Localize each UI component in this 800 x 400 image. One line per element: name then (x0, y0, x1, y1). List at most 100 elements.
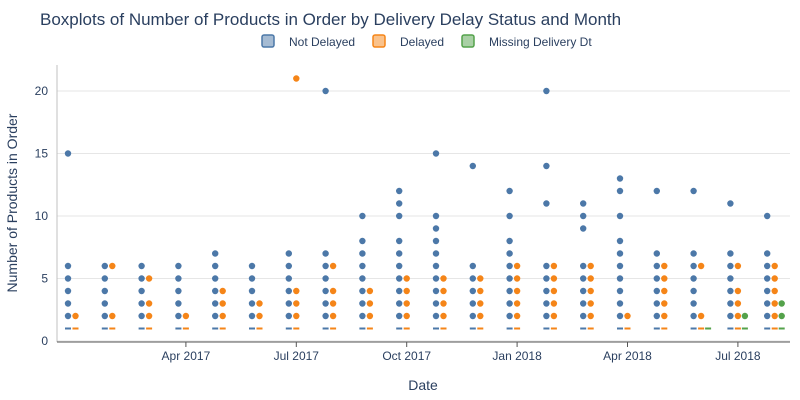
point-not-delayed-2017-10-3 (396, 300, 403, 307)
point-not-delayed-2017-07-3 (285, 300, 292, 307)
point-not-delayed-2017-11-7 (432, 250, 440, 257)
box-delayed-2017-12 (477, 275, 484, 330)
point-not-delayed-2017-11-3 (432, 300, 440, 307)
box-not-delayed-2018-06 (690, 187, 697, 330)
point-delayed-2017-06-3 (256, 300, 263, 307)
point-not-delayed-2018-06-7 (690, 250, 697, 257)
point-delayed-2018-04-2 (624, 312, 631, 320)
box-not-delayed-2017-01 (64, 150, 72, 330)
box-delayed-2017-11 (440, 275, 447, 330)
point-not-delayed-2017-10-2 (396, 312, 403, 320)
point-delayed-2018-01-3 (513, 300, 521, 307)
legend-swatch-delayed (372, 34, 386, 48)
legend-item-not-delayed[interactable]: Not Delayed (261, 34, 355, 49)
point-delayed-2018-05-6 (661, 262, 668, 270)
point-not-delayed-2017-08-5 (322, 275, 329, 282)
point-not-delayed-2018-02-5 (543, 275, 550, 282)
point-not-delayed-2017-12-2 (469, 312, 476, 320)
point-delayed-2018-07-4 (734, 287, 742, 295)
point-not-delayed-2017-12-14 (469, 162, 476, 170)
point-not-delayed-2017-07-5 (285, 275, 292, 282)
point-not-delayed-2018-01-6 (506, 262, 513, 270)
point-not-delayed-2018-07-7 (727, 250, 734, 257)
y-tick-label-15: 15 (35, 147, 49, 161)
legend-item-missing-delivery-dt[interactable]: Missing Delivery Dt (461, 34, 592, 49)
y-tick-label-20: 20 (35, 84, 49, 98)
gridlines (57, 90, 790, 342)
legend-swatch-missing-delivery-dt (461, 34, 475, 48)
axes: 0 5 10 15 20 Apr 2017 Jul 2017 Oct 2017 Jan 2018… (35, 65, 790, 363)
point-not-delayed-2017-02-5 (101, 275, 109, 282)
box-not-delayed-2018-01 (506, 187, 513, 330)
x-axis-title: Date (408, 377, 438, 393)
point-not-delayed-2018-03-5 (580, 275, 587, 282)
point-delayed-2017-10-3 (403, 300, 410, 307)
box-not-delayed-2018-02 (543, 87, 550, 330)
box-delayed-2018-04 (624, 312, 631, 330)
point-delayed-2017-10-2 (403, 312, 410, 320)
point-not-delayed-2017-03-4 (138, 287, 145, 295)
point-not-delayed-2017-04-5 (175, 275, 182, 282)
point-delayed-2018-02-5 (550, 275, 558, 282)
point-not-delayed-2018-04-4 (616, 287, 624, 295)
point-delayed-2017-01-2 (72, 312, 79, 320)
point-not-delayed-2018-03-10 (580, 212, 587, 220)
point-not-delayed-2017-12-5 (469, 275, 476, 282)
point-not-delayed-2017-06-3 (248, 300, 256, 307)
point-not-delayed-2017-01-5 (64, 275, 72, 282)
point-not-delayed-2017-01-4 (64, 287, 72, 295)
point-delayed-2017-11-5 (440, 275, 447, 282)
point-delayed-2018-02-3 (550, 300, 558, 307)
x-tick-label-2018-04: Apr 2018 (603, 349, 652, 363)
point-delayed-2018-07-3 (734, 300, 742, 307)
point-delayed-2017-04-2 (182, 312, 190, 320)
point-not-delayed-2018-04-3 (616, 300, 624, 307)
x-tick-label-2017-04: Apr 2017 (162, 349, 211, 363)
point-not-delayed-2017-05-2 (212, 312, 219, 320)
point-not-delayed-2018-01-7 (506, 250, 513, 257)
box-not-delayed-2017-11 (432, 150, 440, 330)
point-not-delayed-2018-04-12 (616, 187, 624, 195)
point-not-delayed-2018-06-3 (690, 300, 697, 307)
point-not-delayed-2017-02-4 (101, 287, 109, 295)
point-delayed-2017-03-3 (145, 300, 153, 307)
point-not-delayed-2017-10-12 (396, 187, 403, 195)
box-not-delayed-2018-08 (764, 212, 771, 330)
point-not-delayed-2017-10-10 (396, 212, 403, 220)
point-delayed-2018-02-6 (550, 262, 558, 270)
point-delayed-2017-02-6 (109, 262, 116, 270)
point-delayed-2017-05-4 (219, 287, 226, 295)
point-not-delayed-2017-10-6 (396, 262, 403, 270)
point-not-delayed-2018-07-11 (727, 200, 734, 207)
point-delayed-2017-12-4 (477, 287, 484, 295)
x-tick-label-2017-07: Jul 2017 (274, 349, 320, 363)
point-delayed-2018-08-6 (771, 262, 778, 270)
point-delayed-2018-08-2 (771, 312, 778, 320)
point-not-delayed-2018-02-14 (543, 162, 550, 170)
point-not-delayed-2017-11-6 (432, 262, 440, 270)
x-tick-label-2018-07: Jul 2018 (715, 349, 761, 363)
point-delayed-2017-12-3 (477, 300, 484, 307)
point-not-delayed-2017-04-6 (175, 262, 182, 270)
point-not-delayed-2017-07-7 (285, 250, 292, 257)
point-not-delayed-2018-08-7 (764, 250, 771, 257)
point-not-delayed-2018-07-6 (727, 262, 734, 270)
box-not-delayed-2018-04 (616, 175, 624, 330)
y-tick-label-0: 0 (41, 334, 48, 348)
y-axis-title: Number of Products in Order (4, 113, 20, 292)
point-not-delayed-2018-02-11 (543, 200, 550, 207)
point-not-delayed-2017-04-3 (175, 300, 182, 307)
point-not-delayed-2017-08-2 (322, 312, 329, 320)
point-delayed-2018-07-2 (734, 312, 742, 320)
point-delayed-2018-01-5 (513, 275, 521, 282)
point-not-delayed-2017-08-7 (322, 250, 329, 257)
y-tick-label-10: 10 (35, 209, 49, 223)
point-delayed-2018-06-6 (697, 262, 705, 270)
point-delayed-2018-03-2 (587, 312, 594, 320)
point-not-delayed-2018-03-3 (580, 300, 587, 307)
point-not-delayed-2018-05-12 (653, 187, 660, 195)
legend-item-delayed[interactable]: Delayed (372, 34, 444, 49)
point-delayed-2017-11-2 (440, 312, 447, 320)
point-not-delayed-2017-06-4 (248, 287, 256, 295)
